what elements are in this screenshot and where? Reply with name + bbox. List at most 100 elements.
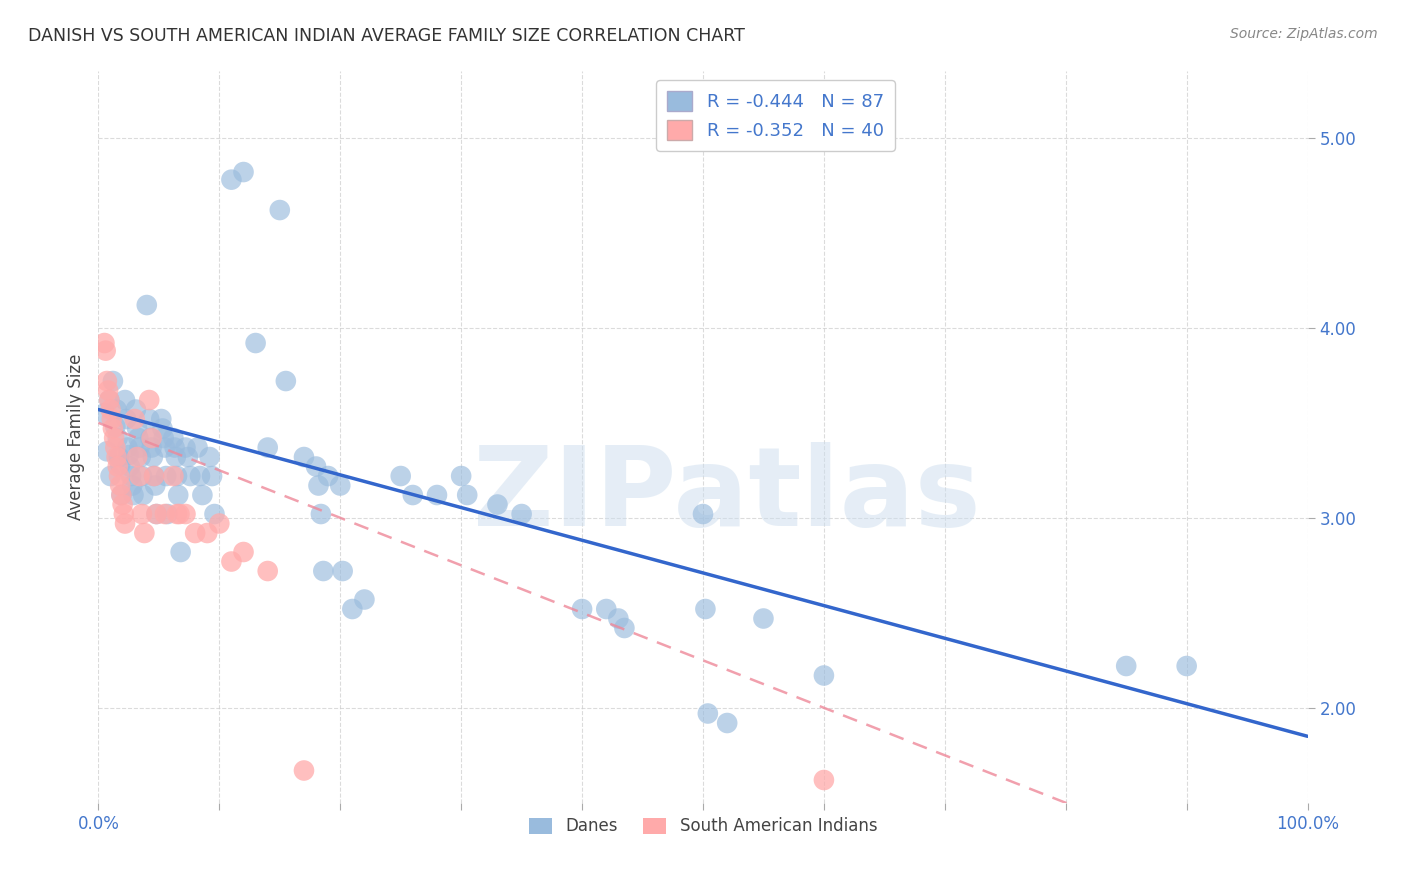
- Point: [595, 602, 617, 616]
- Point: [94, 343, 117, 358]
- Point: [104, 441, 127, 455]
- Point: [104, 419, 127, 434]
- Point: [813, 772, 835, 787]
- Point: [96, 374, 118, 388]
- Point: [162, 431, 184, 445]
- Point: [232, 545, 254, 559]
- Point: [122, 488, 145, 502]
- Point: [695, 602, 717, 616]
- Point: [117, 441, 139, 455]
- Point: [110, 488, 132, 502]
- Y-axis label: Average Family Size: Average Family Size: [66, 354, 84, 520]
- Point: [108, 469, 131, 483]
- Point: [1115, 659, 1137, 673]
- Point: [118, 448, 141, 462]
- Point: [98, 392, 121, 407]
- Point: [316, 469, 339, 483]
- Point: [125, 402, 148, 417]
- Point: [152, 431, 174, 445]
- Point: [108, 478, 131, 492]
- Point: [274, 374, 297, 388]
- Point: [103, 431, 125, 445]
- Point: [153, 441, 176, 455]
- Point: [165, 450, 187, 464]
- Point: [128, 441, 150, 455]
- Point: [607, 611, 630, 625]
- Point: [152, 421, 174, 435]
- Point: [155, 469, 177, 483]
- Point: [571, 602, 593, 616]
- Point: [342, 602, 364, 616]
- Point: [256, 441, 278, 455]
- Point: [141, 431, 163, 445]
- Text: Source: ZipAtlas.com: Source: ZipAtlas.com: [1230, 27, 1378, 41]
- Point: [118, 459, 141, 474]
- Point: [308, 478, 330, 492]
- Point: [111, 498, 134, 512]
- Point: [93, 406, 115, 420]
- Point: [312, 564, 335, 578]
- Point: [426, 488, 449, 502]
- Point: [131, 469, 153, 483]
- Point: [107, 459, 129, 474]
- Point: [174, 507, 197, 521]
- Point: [129, 450, 152, 464]
- Point: [162, 469, 184, 483]
- Point: [153, 507, 176, 521]
- Point: [101, 421, 124, 435]
- Point: [107, 431, 129, 445]
- Point: [188, 469, 211, 483]
- Point: [332, 564, 354, 578]
- Point: [204, 507, 226, 521]
- Point: [456, 488, 478, 502]
- Point: [96, 444, 118, 458]
- Point: [450, 469, 472, 483]
- Point: [696, 706, 718, 721]
- Point: [510, 507, 533, 521]
- Point: [114, 392, 136, 407]
- Point: [100, 402, 122, 417]
- Point: [108, 450, 131, 464]
- Point: [486, 498, 509, 512]
- Point: [132, 488, 155, 502]
- Point: [201, 469, 224, 483]
- Point: [191, 488, 214, 502]
- Point: [127, 450, 149, 464]
- Point: [105, 450, 128, 464]
- Point: [138, 392, 160, 407]
- Point: [145, 507, 167, 521]
- Point: [752, 611, 775, 625]
- Point: [124, 412, 146, 426]
- Point: [121, 478, 143, 492]
- Point: [167, 488, 190, 502]
- Point: [353, 592, 375, 607]
- Point: [269, 202, 291, 217]
- Point: [187, 441, 209, 455]
- Point: [292, 450, 315, 464]
- Point: [305, 459, 328, 474]
- Point: [150, 412, 173, 426]
- Point: [97, 384, 120, 398]
- Point: [131, 507, 153, 521]
- Point: [115, 412, 138, 426]
- Point: [221, 555, 243, 569]
- Point: [105, 402, 128, 417]
- Point: [163, 441, 186, 455]
- Point: [1175, 659, 1198, 673]
- Point: [139, 431, 162, 445]
- Point: [143, 478, 166, 492]
- Point: [613, 621, 636, 635]
- Point: [114, 516, 136, 531]
- Point: [692, 507, 714, 521]
- Point: [232, 165, 254, 179]
- Point: [100, 412, 122, 426]
- Point: [141, 441, 163, 455]
- Point: [134, 526, 156, 541]
- Point: [195, 526, 218, 541]
- Point: [716, 716, 738, 731]
- Point: [135, 298, 157, 312]
- Point: [120, 469, 142, 483]
- Point: [309, 507, 332, 521]
- Point: [329, 478, 352, 492]
- Point: [110, 488, 132, 502]
